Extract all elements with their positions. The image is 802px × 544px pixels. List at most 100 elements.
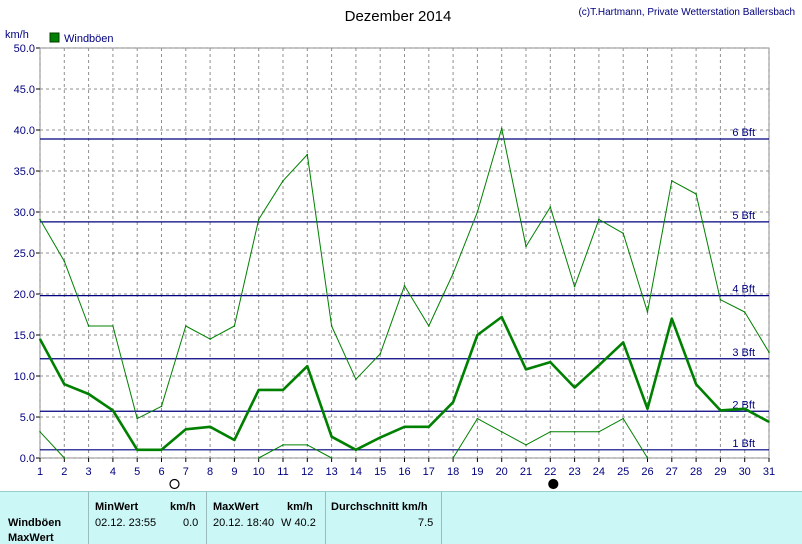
full-moon-icon: [169, 478, 180, 490]
x-tick-label: 10: [253, 466, 265, 478]
series-max-point: [39, 218, 41, 221]
series-avg-point: [330, 435, 333, 438]
series-max-point: [525, 245, 527, 248]
max-time: 20.12. 18:40: [213, 517, 275, 529]
y-tick-label: 20.0: [14, 289, 35, 301]
series-min-point: [646, 457, 649, 459]
chart-credit: (c)T.Hartmann, Private Wetterstation Bal…: [578, 7, 795, 18]
series-min-point: [39, 430, 41, 433]
x-tick-label: 22: [544, 466, 556, 478]
x-tick-label: 20: [496, 466, 508, 478]
x-tick-label: 21: [520, 466, 532, 478]
series-avg-point: [695, 383, 697, 386]
max-header: MaxWert: [213, 501, 259, 513]
beaufort-label: 5 Bft: [732, 210, 755, 222]
beaufort-label: 4 Bft: [732, 284, 755, 296]
x-tick-label: 27: [666, 466, 678, 478]
series-avg-point: [768, 421, 770, 423]
x-tick-label: 12: [301, 466, 313, 478]
x-tick-label: 31: [763, 466, 775, 478]
series-avg-point: [743, 408, 746, 410]
x-tick-label: 25: [617, 466, 629, 478]
series-min-line: [258, 444, 332, 459]
y-tick-label: 45.0: [14, 84, 35, 96]
x-tick-label: 15: [374, 466, 386, 478]
series-avg-point: [282, 389, 284, 391]
beaufort-label: 6 Bft: [732, 127, 755, 139]
series-avg-point: [379, 436, 382, 439]
series-min-point: [330, 457, 333, 459]
x-tick-label: 4: [110, 466, 116, 478]
series-min-point: [476, 417, 479, 420]
series-max-point: [87, 325, 90, 327]
x-tick-label: 6: [158, 466, 164, 478]
legend-swatch: [49, 32, 60, 43]
series-max-point: [743, 311, 746, 313]
x-tick-label: 13: [325, 466, 337, 478]
series-min-point: [63, 457, 66, 459]
series-max-point: [500, 127, 503, 130]
series-min-point: [452, 457, 454, 459]
new-moon-icon: [548, 478, 559, 490]
y-tick-label: 30.0: [14, 207, 35, 219]
y-tick-label: 35.0: [14, 166, 35, 178]
series-avg-point: [87, 393, 90, 395]
series-avg-point: [428, 426, 430, 428]
series-max-point: [379, 353, 382, 355]
y-tick-label: 15.0: [14, 330, 35, 342]
series-max-point: [695, 193, 697, 195]
series-max-point: [598, 218, 600, 221]
series-avg-point: [160, 449, 163, 451]
y-axis-unit: km/h: [5, 29, 29, 41]
series-avg-point: [622, 341, 624, 344]
series-max-point: [160, 405, 163, 408]
series-min-point: [525, 444, 527, 446]
series-avg-point: [355, 449, 357, 451]
series-avg-point: [476, 334, 479, 336]
x-tick-label: 1: [37, 466, 43, 478]
series-min-point: [598, 430, 600, 433]
series-avg-point: [185, 428, 187, 431]
series-max-point: [185, 325, 187, 327]
avg-header: Durchschnitt km/h: [331, 501, 428, 513]
series-avg-point: [573, 386, 576, 389]
series-avg-point: [452, 401, 454, 404]
series-max-point: [428, 325, 430, 327]
avg-value: 7.5: [418, 517, 434, 529]
x-tick-label: 18: [447, 466, 459, 478]
series-max-point: [622, 232, 624, 235]
series-avg-point: [306, 365, 309, 367]
series-avg-point: [598, 364, 600, 367]
y-tick-label: 40.0: [14, 125, 35, 137]
series-min-point: [573, 430, 576, 433]
row-label-windboeen: Windböen: [8, 517, 62, 529]
series-max-point: [282, 180, 284, 182]
series-max-point: [403, 285, 406, 287]
stats-divider: [325, 492, 326, 544]
series-avg-point: [233, 439, 236, 441]
chart-title: Dezember 2014: [345, 8, 452, 25]
series-max-point: [646, 311, 649, 313]
x-tick-label: 24: [593, 466, 605, 478]
series-max-point: [136, 417, 138, 420]
y-tick-label: 50.0: [14, 43, 35, 55]
x-tick-label: 30: [739, 466, 751, 478]
series-max-point: [671, 180, 673, 182]
series-max-point: [330, 325, 333, 327]
row-label-maxwert: MaxWert: [8, 532, 54, 544]
series-avg-point: [63, 383, 66, 386]
series-max-point: [209, 338, 211, 340]
series-max-point: [306, 153, 309, 156]
series-avg-point: [257, 389, 260, 391]
series-avg-point: [549, 361, 552, 363]
min-value: 0.0: [183, 517, 199, 529]
series-avg-point: [719, 409, 722, 412]
series-avg-point: [646, 408, 649, 410]
beaufort-label: 3 Bft: [732, 347, 755, 359]
wind-chart: Dezember 2014 (c)T.Hartmann, Private Wet…: [5, 7, 795, 490]
series-min-line: [39, 431, 65, 459]
series-max-point: [355, 378, 357, 381]
x-tick-label: 29: [714, 466, 726, 478]
series-avg-point: [525, 368, 527, 371]
series-avg-point: [136, 449, 138, 451]
